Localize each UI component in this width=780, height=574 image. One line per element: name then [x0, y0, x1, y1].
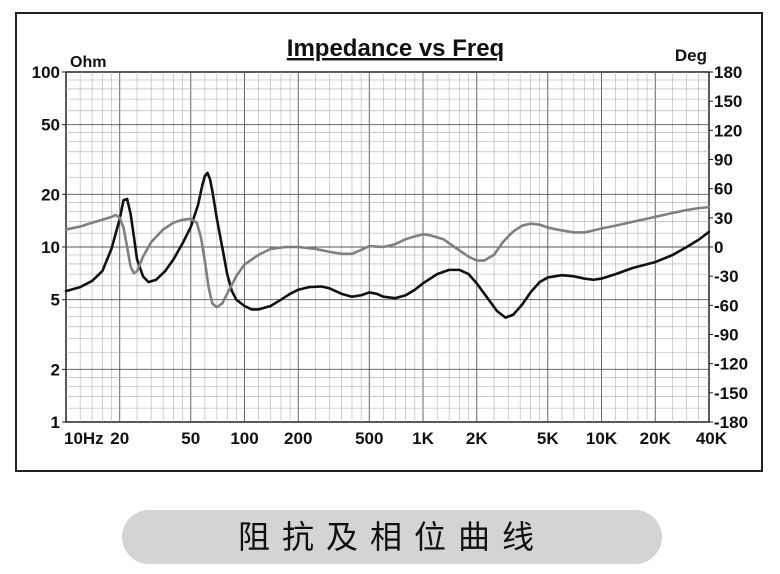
x-tick-label: 20K — [640, 429, 672, 448]
y-tick-label-right: -120 — [714, 355, 748, 374]
y-tick-label-left: 2 — [51, 360, 60, 379]
y-tick-label-right: -60 — [714, 296, 739, 315]
phase-curve — [64, 205, 711, 309]
x-tick-label: 1K — [412, 429, 434, 448]
grid — [62, 71, 713, 423]
x-tick-label: 40K — [696, 429, 728, 448]
left-unit-label: Ohm — [70, 54, 106, 71]
y-tick-label-left: 100 — [32, 63, 60, 82]
x-tick-label: 100 — [230, 429, 258, 448]
y-tick-label-right: 120 — [714, 121, 742, 140]
impedance-curve — [64, 171, 711, 319]
x-tick-label: 200 — [284, 429, 312, 448]
x-tick-label: 20 — [110, 429, 129, 448]
caption: 阻抗及相位曲线 — [237, 518, 546, 556]
y-tick-label-left: 1 — [51, 413, 60, 432]
curves — [64, 171, 711, 319]
x-tick-label: 500 — [355, 429, 383, 448]
y-tick-label-left: 20 — [41, 185, 60, 204]
x-tick-label: 2K — [466, 429, 488, 448]
y-tick-label-left: 5 — [51, 291, 60, 310]
labels: Impedance vs Freq Ohm Deg 100 50 20 10 5 2 1 180 15… — [32, 35, 748, 448]
y-tick-label-left: 10 — [41, 238, 60, 257]
y-tick-label-right: 150 — [714, 92, 742, 111]
y-tick-label-right: 60 — [714, 180, 733, 199]
y-tick-label-left: 50 — [41, 116, 60, 135]
y-tick-label-right: 0 — [714, 238, 723, 257]
y-tick-label-right: 90 — [714, 151, 733, 170]
y-tick-label-right: -180 — [714, 413, 748, 432]
x-tick-label: 5K — [537, 429, 559, 448]
right-unit-label: Deg — [675, 46, 707, 65]
y-tick-label-right: -30 — [714, 267, 739, 286]
x-tick-label: 50 — [181, 429, 200, 448]
y-tick-label-right: -90 — [714, 326, 739, 345]
y-tick-label-right: 30 — [714, 209, 733, 228]
x-tick-label: 10K — [586, 429, 618, 448]
y-tick-label-right: -150 — [714, 384, 748, 403]
y-tick-label-right: 180 — [714, 63, 742, 82]
caption-pill — [122, 510, 662, 564]
chart-frame — [15, 12, 763, 472]
chart-title: Impedance vs Freq — [287, 35, 504, 62]
x-tick-label: 10Hz — [64, 429, 104, 448]
